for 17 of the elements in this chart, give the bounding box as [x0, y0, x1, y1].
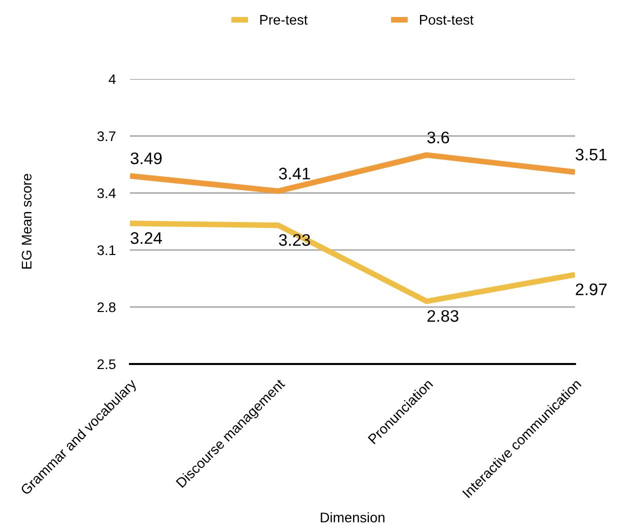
y-tick-label: 3.4 — [97, 188, 116, 198]
y-tick-label: 4 — [108, 74, 116, 84]
y-tick-label: 3.7 — [97, 131, 116, 142]
data-label: 3.49 — [130, 152, 162, 164]
y-tick-label: 2.5 — [98, 359, 116, 370]
y-tick-label: 2.8 — [98, 302, 116, 312]
legend-label: Pre-test — [260, 15, 308, 25]
data-label: 3.6 — [427, 132, 450, 144]
data-label: 3.24 — [130, 232, 162, 244]
data-label: 3.41 — [278, 168, 310, 180]
y-tick-label: 3.1 — [97, 245, 116, 256]
y-axis-title: EG Mean score — [22, 174, 32, 269]
x-axis-title: Dimension — [320, 512, 384, 522]
data-label: 2.97 — [576, 283, 607, 296]
data-label: 3.51 — [576, 148, 607, 160]
data-label: 2.83 — [428, 310, 458, 322]
legend-label: Post-test — [420, 15, 474, 25]
